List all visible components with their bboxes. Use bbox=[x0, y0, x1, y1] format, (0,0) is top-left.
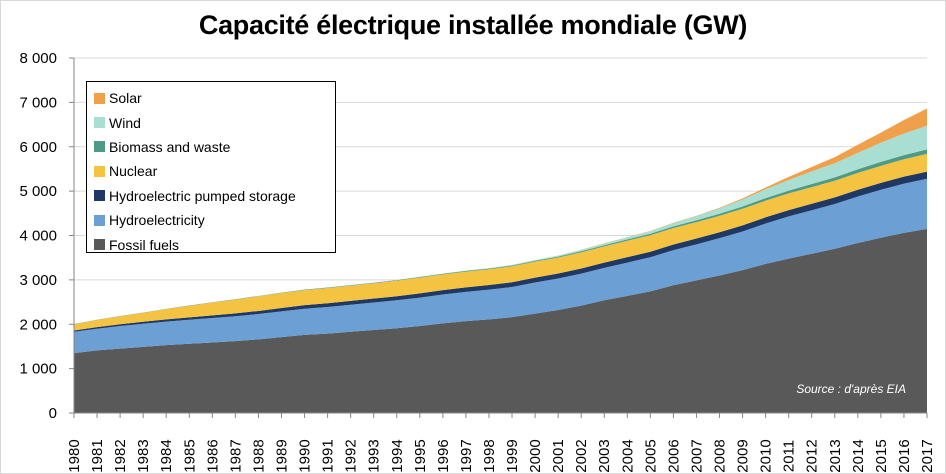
x-tick-label: 2003 bbox=[596, 439, 613, 472]
area-fossil-fuels bbox=[74, 228, 927, 413]
legend-swatch bbox=[94, 92, 105, 104]
legend-item-wind: Wind bbox=[94, 110, 335, 134]
legend-swatch bbox=[94, 190, 105, 202]
legend-swatch bbox=[94, 165, 105, 177]
legend-item-nuclear: Nuclear bbox=[94, 159, 335, 183]
legend-label: Nuclear bbox=[109, 163, 158, 180]
x-tick-label: 2006 bbox=[665, 439, 682, 472]
x-tick-labels: 1980 1981 1982 1983 1984 1985 1986 1987 1988 1989… bbox=[66, 439, 936, 472]
legend-label: Hydroelectric pumped storage bbox=[109, 187, 296, 204]
legend-swatch bbox=[94, 117, 105, 129]
chart-title: Capacité électrique installée mondiale (… bbox=[198, 10, 748, 40]
legend-swatch bbox=[94, 214, 105, 226]
legend: Solar Wind Biomass and waste Nuclear Hydroel… bbox=[86, 81, 336, 253]
y-tick-label: 4 000 bbox=[19, 228, 57, 245]
x-tick-label: 1994 bbox=[389, 439, 406, 472]
x-tick-label: 2000 bbox=[527, 439, 544, 472]
legend-label: Wind bbox=[109, 114, 141, 131]
x-tick-label: 2002 bbox=[573, 439, 590, 472]
legend-label: Fossil fuels bbox=[109, 236, 180, 253]
source-note: Source : d'après EIA bbox=[796, 382, 906, 396]
x-tick-label: 2008 bbox=[712, 439, 729, 472]
x-tick-label: 1984 bbox=[158, 439, 175, 472]
x-tick-label: 2010 bbox=[758, 439, 775, 472]
legend-item-biomass-and-waste: Biomass and waste bbox=[94, 135, 335, 159]
x-tick-label: 1980 bbox=[66, 439, 83, 472]
area-hydroelectricity bbox=[74, 178, 927, 354]
x-tick-label: 1997 bbox=[458, 439, 475, 472]
x-tick-label: 1991 bbox=[320, 439, 337, 472]
x-tick-label: 1983 bbox=[135, 439, 152, 472]
legend-label: Hydroelectricity bbox=[109, 212, 205, 229]
x-tick-label: 2016 bbox=[896, 439, 913, 472]
y-tick-label: 1 000 bbox=[19, 361, 57, 378]
x-tick-label: 1985 bbox=[181, 439, 198, 472]
legend-swatch bbox=[94, 141, 105, 153]
legend-swatch bbox=[94, 239, 105, 251]
x-tick-label: 1995 bbox=[412, 439, 429, 472]
x-tick-label: 2004 bbox=[619, 439, 636, 472]
x-tick-label: 2005 bbox=[642, 439, 659, 472]
area-nuclear bbox=[74, 153, 927, 331]
series-areas bbox=[74, 108, 927, 413]
x-tick-label: 1989 bbox=[273, 439, 290, 472]
x-tick-label: 2013 bbox=[827, 439, 844, 472]
y-tick-label: 3 000 bbox=[19, 272, 57, 289]
y-tick-label: 6 000 bbox=[19, 139, 57, 156]
y-tick-label: 8 000 bbox=[19, 50, 57, 67]
legend-item-solar: Solar bbox=[94, 86, 335, 110]
x-tick-label: 1982 bbox=[112, 439, 129, 472]
y-tick-label: 0 bbox=[49, 405, 57, 422]
x-tick-label: 2009 bbox=[735, 439, 752, 472]
legend-label: Solar bbox=[109, 90, 142, 107]
x-tick-label: 1993 bbox=[366, 439, 383, 472]
x-tick-label: 1996 bbox=[435, 439, 452, 472]
legend-item-hydroelectricity: Hydroelectricity bbox=[94, 208, 335, 232]
y-tick-labels: 0 1 000 2 000 3 000 4 000 5 000 6 000 7 000 8 00… bbox=[19, 50, 57, 422]
axes bbox=[69, 57, 928, 418]
x-tick-label: 2015 bbox=[873, 439, 890, 472]
legend-label: Biomass and waste bbox=[109, 138, 231, 155]
legend-item-hydroelectric-pumped-storage: Hydroelectric pumped storage bbox=[94, 184, 335, 208]
x-tick-label: 2014 bbox=[850, 439, 867, 472]
x-tick-label: 1992 bbox=[343, 439, 360, 472]
x-tick-label: 1981 bbox=[89, 439, 106, 472]
legend-item-fossil-fuels: Fossil fuels bbox=[94, 232, 335, 256]
x-tick-label: 2012 bbox=[804, 439, 821, 472]
x-tick-label: 1988 bbox=[250, 439, 267, 472]
x-tick-label: 1999 bbox=[504, 439, 521, 472]
x-tick-label: 2007 bbox=[688, 439, 705, 472]
x-tick-label: 2011 bbox=[781, 440, 798, 472]
y-tick-label: 7 000 bbox=[19, 94, 57, 111]
x-tick-label: 1987 bbox=[227, 439, 244, 472]
x-tick-label: 1990 bbox=[297, 439, 314, 472]
y-tick-label: 2 000 bbox=[19, 316, 57, 333]
x-tick-label: 1986 bbox=[204, 439, 221, 472]
y-tick-label: 5 000 bbox=[19, 183, 57, 200]
x-tick-label: 2001 bbox=[550, 439, 567, 472]
x-tick-label: 1998 bbox=[481, 439, 498, 472]
x-tick-label: 2017 bbox=[919, 439, 936, 472]
